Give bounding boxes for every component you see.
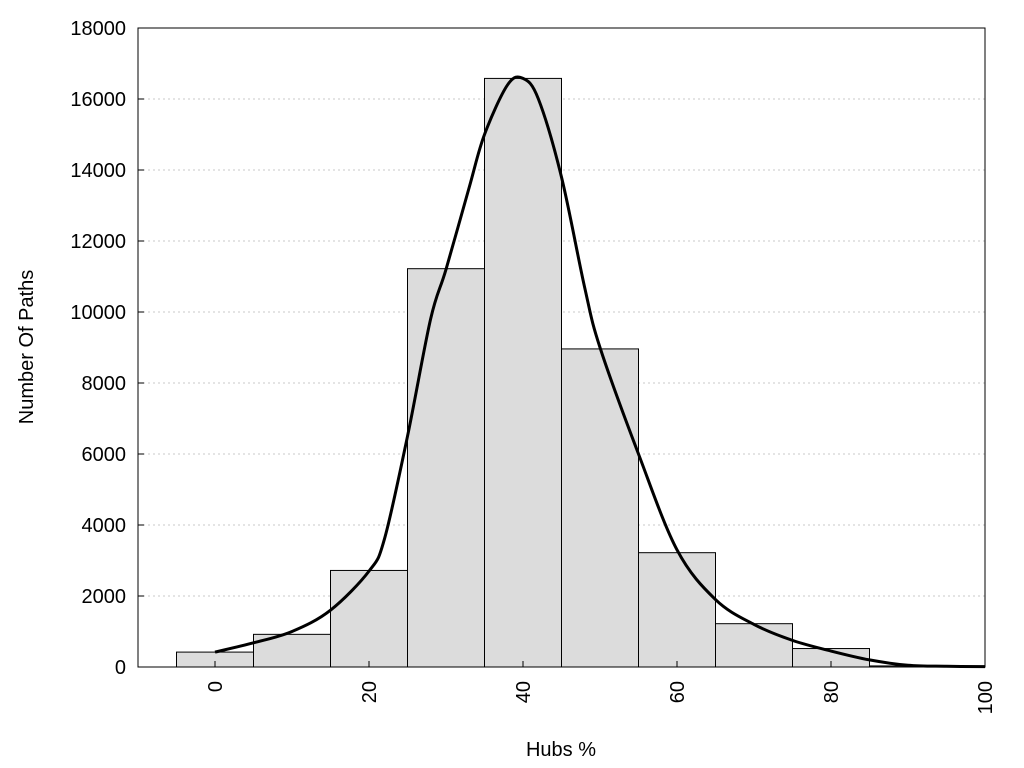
y-tick-label: 4000: [82, 515, 127, 537]
y-tick-label: 2000: [82, 586, 127, 608]
x-tick-label: 0: [205, 681, 227, 692]
x-tick-label: 40: [513, 681, 535, 703]
x-tick-label: 60: [667, 681, 689, 703]
plot-frame: [137, 27, 986, 668]
histogram-bars: [176, 77, 947, 668]
y-tick-label: 12000: [70, 231, 126, 253]
y-tick-label: 16000: [70, 89, 126, 111]
y-tick-label: 14000: [70, 160, 126, 182]
y-tick-label: 18000: [70, 18, 126, 40]
x-axis-title: Hubs %: [526, 739, 596, 761]
histogram-bar: [638, 552, 716, 668]
histogram-bar: [715, 623, 793, 668]
histogram-bar: [561, 348, 639, 668]
y-axis-ticks: 0 2000 4000 6000 8000 10000 12000 14000 16000 180…: [70, 18, 144, 679]
x-tick-label: 80: [821, 681, 843, 703]
y-tick-label: 10000: [70, 302, 126, 324]
density-curve: [214, 75, 986, 669]
y-axis-title: Number Of Paths: [16, 270, 38, 425]
y-tick-label: 6000: [82, 444, 127, 466]
density-curve-layer: [214, 75, 986, 669]
y-tick-label: 8000: [82, 373, 127, 395]
histogram-bar: [407, 268, 485, 668]
x-tick-label: 100: [975, 681, 997, 714]
x-tick-label: 20: [359, 681, 381, 703]
x-axis-ticks: 0 20 40 60 80 100: [205, 661, 997, 714]
grid-lines: [138, 98, 985, 597]
histogram-bar: [330, 569, 408, 668]
y-tick-label: 0: [115, 657, 126, 679]
histogram-bar: [484, 77, 562, 668]
